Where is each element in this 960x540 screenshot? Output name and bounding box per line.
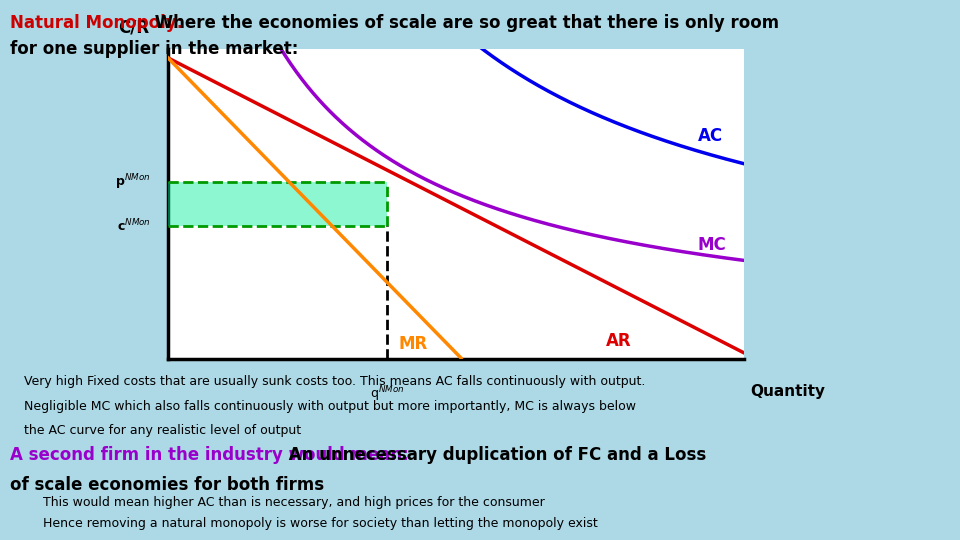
Text: This would mean higher AC than is necessary, and high prices for the consumer: This would mean higher AC than is necess… bbox=[43, 496, 545, 509]
Text: for one supplier in the market:: for one supplier in the market: bbox=[10, 40, 298, 58]
Text: p$^{NMon}$: p$^{NMon}$ bbox=[115, 172, 151, 192]
Text: Hence removing a natural monopoly is worse for society than letting the monopoly: Hence removing a natural monopoly is wor… bbox=[43, 517, 598, 530]
Text: C/R: C/R bbox=[118, 18, 149, 36]
Text: the AC curve for any realistic level of output: the AC curve for any realistic level of … bbox=[24, 424, 301, 437]
Text: c$^{NMon}$: c$^{NMon}$ bbox=[117, 217, 151, 234]
Text: Negligible MC which also falls continuously with output but more importantly, MC: Negligible MC which also falls continuou… bbox=[24, 400, 636, 413]
Text: q$^{NMon}$: q$^{NMon}$ bbox=[370, 384, 404, 403]
Text: AC: AC bbox=[698, 127, 723, 145]
Text: Quantity: Quantity bbox=[750, 384, 825, 399]
Text: of scale economies for both firms: of scale economies for both firms bbox=[10, 476, 324, 494]
Text: MR: MR bbox=[398, 335, 427, 353]
Text: Natural Monopoly:: Natural Monopoly: bbox=[10, 14, 182, 31]
Text: Where the economies of scale are so great that there is only room: Where the economies of scale are so grea… bbox=[149, 14, 779, 31]
Text: AR: AR bbox=[606, 333, 632, 350]
Text: An unnecessary duplication of FC and a Loss: An unnecessary duplication of FC and a L… bbox=[283, 446, 707, 463]
Bar bbox=[168, 182, 387, 226]
Text: A second firm in the industry would mean:: A second firm in the industry would mean… bbox=[10, 446, 408, 463]
Text: MC: MC bbox=[698, 236, 727, 254]
Text: Very high Fixed costs that are usually sunk costs too. This means AC falls conti: Very high Fixed costs that are usually s… bbox=[24, 375, 645, 388]
